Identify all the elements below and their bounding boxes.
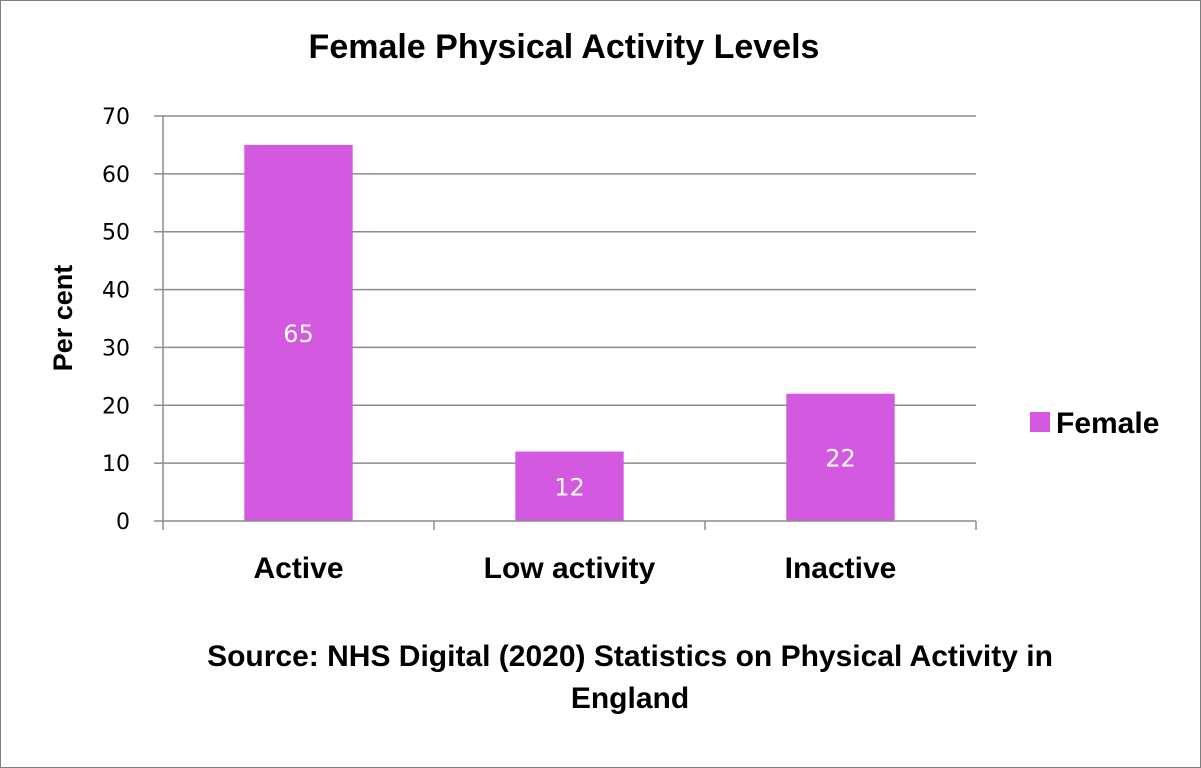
y-tick-label: 10 bbox=[102, 452, 130, 477]
y-tick-label: 0 bbox=[116, 510, 130, 535]
chart-title: Female Physical Activity Levels bbox=[309, 28, 820, 66]
source-line: Source: NHS Digital (2020) Statistics on… bbox=[207, 640, 1053, 673]
bar-low-activity bbox=[515, 451, 624, 521]
data-label: 12 bbox=[554, 473, 585, 501]
axes bbox=[154, 115, 977, 530]
bar-inactive bbox=[786, 393, 895, 521]
legend-label: Female bbox=[1056, 407, 1159, 440]
y-tick-label: 40 bbox=[102, 279, 130, 304]
legend-swatch bbox=[1030, 412, 1050, 432]
category-label: Active bbox=[253, 552, 343, 585]
y-tick-labels: 0 10 20 30 40 50 60 70 bbox=[102, 105, 130, 535]
y-tick-label: 70 bbox=[102, 105, 130, 130]
y-tick-label: 20 bbox=[102, 394, 130, 419]
bar-active bbox=[244, 144, 353, 521]
y-axis-label: Per cent bbox=[48, 265, 78, 372]
data-label: 65 bbox=[283, 320, 314, 348]
y-tick-label: 30 bbox=[102, 336, 130, 361]
category-label: Low activity bbox=[484, 552, 656, 585]
legend: Female bbox=[1030, 407, 1159, 440]
y-tick-label: 60 bbox=[102, 163, 130, 188]
data-label: 22 bbox=[825, 444, 856, 472]
source-note: Source: NHS Digital (2020) Statistics on… bbox=[207, 640, 1053, 715]
y-tick-label: 50 bbox=[102, 221, 130, 246]
source-line: England bbox=[571, 682, 689, 715]
category-label: Inactive bbox=[785, 552, 897, 585]
bars: 65 12 22 bbox=[244, 144, 895, 521]
category-labels: Active Low activity Inactive bbox=[253, 552, 896, 585]
